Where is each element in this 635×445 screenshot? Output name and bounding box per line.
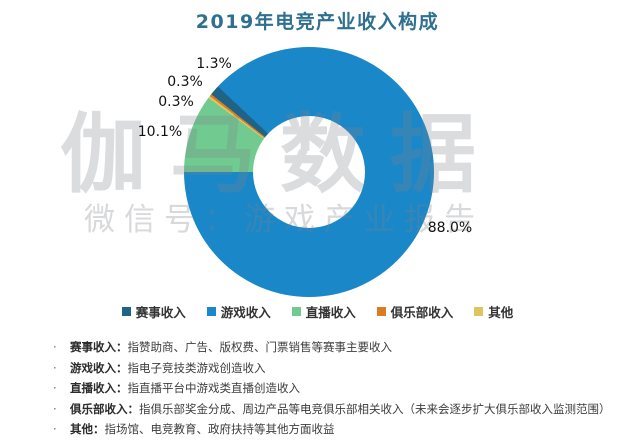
- note-row: · 俱乐部收入： 指俱乐部奖金分成、周边产品等电竞俱乐部相关收入（未来会逐步扩大俱乐…: [53, 399, 627, 420]
- note-row: · 其他： 指场馆、电竞教育、政府扶持等其他方面收益: [53, 419, 627, 440]
- note-desc: 指直播平台中游戏类直播创造收入: [127, 381, 301, 396]
- note-term: 俱乐部收入：: [70, 401, 139, 416]
- note-desc: 指场馆、电竞教育、政府扶持等其他方面收益: [104, 422, 335, 437]
- note-term: 直播收入：: [70, 381, 128, 396]
- legend-swatch-icon: [121, 307, 131, 316]
- bullet-icon: ·: [53, 401, 57, 416]
- bullet-icon: ·: [53, 422, 57, 437]
- legend-label: 游戏收入: [220, 305, 271, 320]
- chart-title: 2019年电竞产业收入构成: [195, 11, 440, 33]
- legend-item: 赛事收入: [121, 302, 186, 321]
- note-desc: 指俱乐部奖金分成、周边产品等电竞俱乐部相关收入（未来会逐步扩大俱乐部收入监测范围…: [139, 401, 611, 416]
- slice-label: 10.1%: [137, 124, 183, 140]
- note-term: 赛事收入：: [70, 340, 128, 354]
- legend-swatch-icon: [474, 307, 484, 316]
- bullet-icon: ·: [53, 340, 57, 354]
- note-row: · 游戏收入： 指电子竞技类游戏创造收入: [53, 358, 627, 379]
- note-row: · 直播收入： 指直播平台中游戏类直播创造收入: [53, 378, 627, 399]
- donut-hole: [253, 116, 365, 228]
- legend-item: 俱乐部收入: [376, 302, 454, 321]
- slice-label: 0.3%: [167, 74, 203, 90]
- legend-label: 俱乐部收入: [390, 305, 454, 320]
- slice-label: 88.0%: [427, 220, 473, 236]
- note-desc: 指赞助商、广告、版权费、门票销售等赛事主要收入: [127, 340, 393, 354]
- slice-label: 1.3%: [196, 56, 232, 72]
- legend-swatch-icon: [206, 307, 216, 316]
- legend-item: 其他: [474, 302, 513, 321]
- legend-label: 赛事收入: [135, 305, 186, 320]
- legend-label: 直播收入: [305, 305, 356, 320]
- legend-swatch-icon: [376, 307, 386, 316]
- note-row: · 赛事收入： 指赞助商、广告、版权费、门票销售等赛事主要收入: [53, 337, 627, 358]
- bullet-icon: ·: [53, 381, 57, 396]
- note-desc: 指电子竞技类游戏创造收入: [127, 360, 266, 375]
- legend-swatch-icon: [291, 307, 301, 316]
- slice-label: 0.3%: [158, 94, 194, 110]
- notes-list: · 赛事收入： 指赞助商、广告、版权费、门票销售等赛事主要收入 · 游戏收入： 指电子竞技…: [53, 337, 627, 440]
- legend-item: 直播收入: [291, 302, 356, 321]
- legend-item: 游戏收入: [206, 302, 271, 321]
- donut-chart: [184, 47, 434, 297]
- legend-label: 其他: [488, 305, 514, 320]
- bullet-icon: ·: [53, 360, 57, 375]
- note-term: 游戏收入：: [70, 360, 128, 375]
- note-term: 其他：: [70, 422, 105, 437]
- legend: 赛事收入 游戏收入 直播收入 俱乐部收入 其他: [0, 302, 635, 321]
